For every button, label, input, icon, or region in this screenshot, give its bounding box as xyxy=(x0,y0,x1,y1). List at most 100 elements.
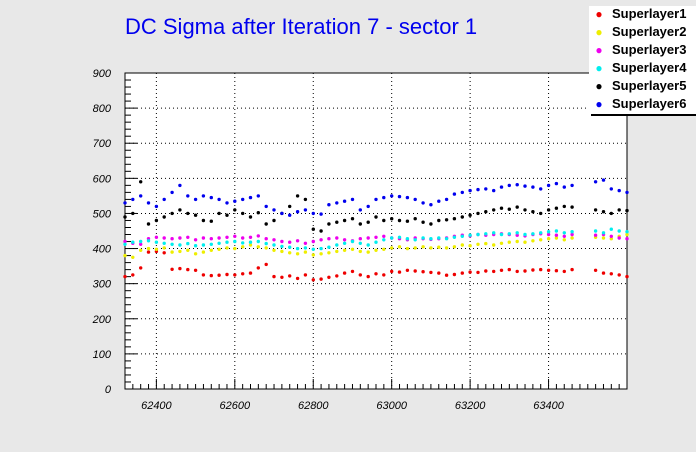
data-point-series-6 xyxy=(507,183,511,188)
data-point-series-2 xyxy=(374,248,378,252)
data-point-series-2 xyxy=(272,248,276,252)
data-point-series-2 xyxy=(350,247,355,251)
data-point-series-4 xyxy=(390,236,394,240)
data-point-series-2 xyxy=(570,236,574,240)
y-tick-label: 100 xyxy=(93,349,112,361)
data-point-series-5 xyxy=(609,211,613,216)
data-point-series-5 xyxy=(123,215,127,219)
data-point-series-4 xyxy=(303,246,308,250)
data-point-series-2 xyxy=(366,250,370,254)
data-point-series-6 xyxy=(123,201,127,205)
data-point-series-4 xyxy=(539,231,543,235)
data-point-series-1 xyxy=(460,271,464,275)
data-point-series-1 xyxy=(437,271,441,275)
plot-frame xyxy=(124,72,628,390)
data-point-series-6 xyxy=(225,201,229,205)
data-point-series-2 xyxy=(335,249,339,254)
data-point-series-5 xyxy=(217,211,221,216)
data-point-series-5 xyxy=(492,208,496,212)
data-point-series-5 xyxy=(374,215,378,219)
data-point-series-6 xyxy=(437,199,441,203)
data-point-series-1 xyxy=(264,262,268,267)
data-point-series-6 xyxy=(601,178,606,182)
data-point-series-5 xyxy=(562,204,566,209)
data-point-series-4 xyxy=(617,229,621,233)
data-point-series-2 xyxy=(327,251,331,255)
data-point-series-2 xyxy=(554,236,559,240)
data-point-series-5 xyxy=(499,206,504,210)
data-point-series-1 xyxy=(311,278,315,282)
data-point-series-4 xyxy=(554,229,559,233)
data-point-series-5 xyxy=(295,194,300,198)
data-point-series-3 xyxy=(170,237,174,241)
data-point-series-4 xyxy=(397,235,402,239)
data-point-series-1 xyxy=(625,274,629,279)
data-point-series-4 xyxy=(452,235,457,239)
legend-marker: ● xyxy=(595,79,603,93)
data-point-series-6 xyxy=(311,211,315,216)
data-point-series-3 xyxy=(515,233,519,237)
data-point-series-5 xyxy=(476,211,480,216)
data-point-series-2 xyxy=(429,246,433,250)
data-point-series-5 xyxy=(460,215,464,219)
data-point-series-5 xyxy=(546,208,551,212)
data-point-series-5 xyxy=(233,208,237,212)
data-point-series-2 xyxy=(311,253,315,257)
y-tick-label: 0 xyxy=(105,384,112,396)
data-point-series-6 xyxy=(460,190,464,195)
data-point-series-2 xyxy=(531,239,535,243)
data-point-series-1 xyxy=(146,250,151,254)
data-point-series-2 xyxy=(288,251,292,255)
data-point-series-6 xyxy=(405,195,410,200)
data-point-series-1 xyxy=(241,272,245,276)
data-point-series-4 xyxy=(248,240,253,244)
data-point-series-6 xyxy=(593,180,598,184)
data-point-series-2 xyxy=(264,246,268,250)
y-tick-label: 300 xyxy=(93,279,112,291)
data-point-series-4 xyxy=(429,237,433,241)
data-point-series-4 xyxy=(280,244,284,249)
data-point-series-5 xyxy=(186,211,190,216)
data-point-series-3 xyxy=(295,239,300,243)
data-point-series-1 xyxy=(593,268,598,272)
data-point-series-2 xyxy=(507,240,511,244)
data-point-series-2 xyxy=(233,246,237,251)
legend-marker: ● xyxy=(595,7,603,21)
data-point-series-6 xyxy=(217,197,221,202)
data-point-series-4 xyxy=(366,243,370,247)
data-point-series-3 xyxy=(123,239,127,244)
data-point-series-3 xyxy=(593,233,598,237)
data-point-series-4 xyxy=(562,231,566,235)
data-point-series-4 xyxy=(546,230,551,234)
data-point-series-3 xyxy=(562,234,566,238)
data-point-series-2 xyxy=(405,246,410,251)
y-tick-label: 900 xyxy=(93,68,112,80)
data-point-series-1 xyxy=(374,272,378,276)
data-point-series-3 xyxy=(241,236,245,240)
data-point-series-5 xyxy=(170,211,174,216)
data-point-series-3 xyxy=(303,241,308,245)
data-point-series-3 xyxy=(374,235,378,239)
data-point-series-5 xyxy=(209,219,213,223)
data-point-series-5 xyxy=(554,206,559,210)
data-point-series-2 xyxy=(123,253,127,258)
data-point-series-1 xyxy=(162,251,166,255)
legend-item-superlayer5: ● Superlayer5 xyxy=(589,78,696,96)
data-point-series-4 xyxy=(374,240,378,244)
data-point-series-1 xyxy=(617,273,621,277)
data-point-series-1 xyxy=(476,270,480,275)
data-point-series-2 xyxy=(186,248,190,252)
data-point-series-1 xyxy=(248,271,253,275)
data-point-series-5 xyxy=(139,180,143,184)
data-point-series-6 xyxy=(131,197,135,202)
data-point-series-2 xyxy=(170,250,174,254)
data-point-series-6 xyxy=(452,192,457,196)
axis-ticks xyxy=(125,72,620,390)
data-point-series-5 xyxy=(593,208,598,212)
y-tick-label: 200 xyxy=(92,314,112,326)
data-point-series-3 xyxy=(288,240,292,244)
data-point-series-2 xyxy=(319,252,323,256)
data-point-series-6 xyxy=(625,190,629,195)
data-point-series-5 xyxy=(303,197,308,202)
